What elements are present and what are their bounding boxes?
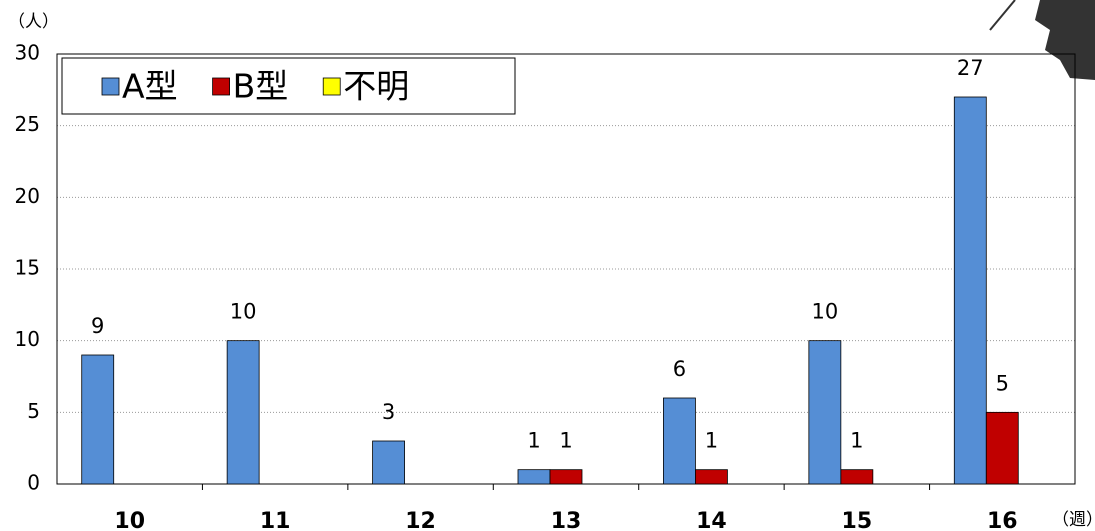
bar [81, 354, 115, 485]
x-tick-label: 14 [696, 509, 727, 531]
x-tick-label: 11 [260, 509, 291, 531]
legend-swatch [322, 77, 341, 96]
y-tick-label: 5 [27, 399, 40, 423]
x-axis-label: （週） [1052, 510, 1095, 530]
y-tick-label: 20 [15, 184, 40, 208]
y-tick-label: 25 [15, 112, 40, 136]
bar [372, 440, 405, 485]
value-label: 9 [91, 314, 104, 338]
y-tick-label: 10 [15, 327, 40, 351]
legend-swatch [212, 77, 230, 96]
legend-box [61, 57, 516, 115]
bar [953, 96, 987, 485]
legend-label: A型 [122, 67, 178, 106]
plot-frame [56, 53, 1076, 485]
y-tick-label: 30 [15, 41, 40, 65]
legend-swatch [101, 77, 120, 96]
x-tick-label: 12 [405, 509, 436, 531]
legend-label: B型 [233, 67, 289, 106]
x-tick-label: 13 [551, 509, 582, 531]
y-axis-label: （人） [8, 12, 59, 32]
value-label: 6 [673, 357, 686, 381]
decoration [989, 0, 1095, 80]
value-label: 27 [957, 56, 984, 80]
value-label: 1 [527, 429, 540, 453]
value-label: 3 [382, 400, 395, 424]
bar [840, 469, 874, 485]
bar [695, 469, 728, 485]
x-tick-label: 15 [842, 509, 873, 531]
y-tick-label: 15 [15, 256, 40, 280]
value-label: 1 [559, 429, 572, 453]
bar [549, 469, 583, 485]
bar [985, 411, 1019, 485]
bar [808, 340, 842, 485]
x-tick-label: 16 [987, 509, 1018, 531]
bar [517, 469, 551, 485]
x-tick-label: 10 [114, 509, 145, 531]
bar [663, 397, 696, 485]
legend-label: 不明 [343, 67, 409, 106]
value-label: 5 [996, 371, 1009, 395]
value-label: 1 [850, 429, 863, 453]
bar [226, 340, 260, 485]
y-tick-label: 0 [27, 471, 40, 495]
value-label: 1 [705, 429, 718, 453]
value-label: 10 [230, 300, 257, 324]
value-label: 10 [811, 300, 838, 324]
